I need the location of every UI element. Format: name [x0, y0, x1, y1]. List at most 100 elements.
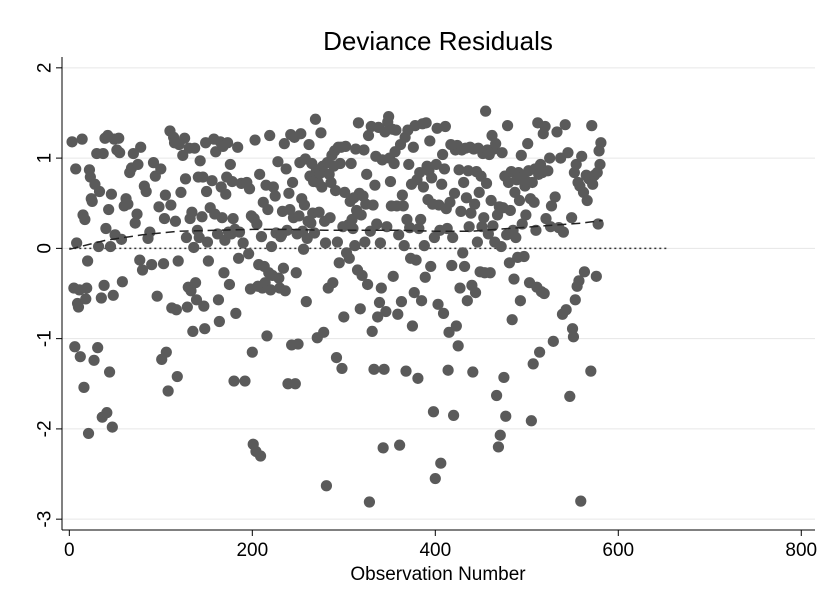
data-point-471: [544, 152, 556, 164]
data-point-364: [444, 196, 456, 208]
data-point-273: [361, 168, 373, 180]
data-point-456: [528, 196, 540, 208]
data-point-205: [297, 243, 310, 255]
data-point-483: [562, 147, 574, 159]
data-point-86: [175, 186, 187, 199]
data-point-284: [371, 218, 383, 230]
data-point-417: [492, 441, 505, 453]
data-point-45: [114, 147, 126, 159]
data-point-455: [527, 358, 539, 370]
data-point-58: [135, 141, 147, 153]
data-point-311: [395, 296, 408, 308]
data-point-385: [463, 221, 475, 233]
data-point-480: [557, 226, 569, 238]
data-point-486: [566, 323, 579, 335]
data-point-36: [103, 366, 116, 378]
data-point-421: [496, 147, 508, 159]
data-point-56: [132, 158, 144, 171]
data-point-506: [590, 270, 602, 282]
y-tick-label-5: 2: [35, 63, 56, 74]
data-point-44: [113, 132, 125, 144]
data-point-261: [350, 143, 362, 155]
data-point-174: [267, 181, 279, 193]
data-point-160: [254, 450, 267, 462]
data-point-37: [104, 240, 117, 253]
data-point-366: [446, 259, 458, 272]
data-point-348: [429, 472, 441, 485]
data-point-213: [305, 217, 317, 229]
data-point-411: [487, 220, 499, 232]
data-point-128: [220, 188, 232, 200]
data-point-104: [193, 231, 205, 244]
data-point-314: [398, 240, 410, 252]
data-point-324: [407, 141, 419, 153]
data-point-475: [549, 191, 561, 203]
data-point-142: [233, 226, 246, 238]
data-point-432: [506, 314, 518, 326]
data-point-329: [412, 372, 424, 384]
y-tick-label-0: -3: [35, 511, 56, 528]
data-point-187: [281, 224, 293, 236]
data-point-200: [293, 210, 305, 222]
data-point-65: [147, 157, 160, 169]
data-point-267: [355, 209, 367, 221]
data-point-172: [265, 240, 278, 253]
y-tick-label-1: -2: [35, 420, 56, 437]
data-point-277: [364, 225, 376, 237]
data-point-462: [534, 346, 546, 358]
data-point-440: [513, 194, 526, 207]
data-point-151: [246, 346, 258, 358]
data-point-258: [347, 222, 359, 235]
data-point-59: [136, 264, 149, 276]
data-point-363: [443, 326, 455, 338]
data-point-69: [155, 163, 167, 175]
data-point-229: [319, 237, 332, 249]
data-point-406: [482, 228, 494, 240]
data-point-193: [286, 176, 299, 189]
data-point-115: [206, 175, 218, 187]
data-point-376: [455, 205, 467, 217]
y-tick-label-3: 0: [35, 243, 56, 254]
x-tick-label-1: 200: [236, 540, 268, 561]
data-point-46: [115, 233, 128, 245]
data-point-359: [439, 120, 451, 133]
data-point-89: [179, 173, 192, 185]
x-tick-label-3: 600: [602, 540, 634, 561]
data-point-487: [567, 331, 580, 343]
data-point-184: [278, 138, 290, 150]
data-point-90: [180, 231, 193, 244]
data-point-139: [230, 307, 242, 319]
data-point-185: [279, 285, 291, 297]
data-point-472: [544, 221, 557, 233]
data-point-294: [380, 305, 392, 318]
data-point-237: [327, 277, 339, 289]
data-point-218: [309, 113, 322, 125]
data-point-383: [461, 295, 473, 307]
data-point-32: [100, 222, 112, 235]
data-point-177: [272, 156, 284, 168]
data-point-503: [586, 120, 598, 132]
data-point-312: [396, 189, 408, 201]
data-point-337: [419, 271, 431, 283]
data-point-120: [212, 294, 225, 306]
data-point-183: [277, 262, 290, 274]
data-point-285: [372, 311, 384, 323]
data-point-274: [361, 278, 374, 291]
data-point-21: [88, 354, 100, 366]
data-point-112: [201, 236, 214, 248]
data-point-64: [146, 259, 158, 271]
data-point-443: [516, 218, 528, 230]
data-point-275: [362, 129, 375, 142]
data-point-251: [340, 140, 352, 152]
data-point-336: [418, 240, 430, 252]
data-point-67: [151, 290, 163, 302]
data-point-297: [383, 110, 395, 123]
data-point-8: [74, 351, 86, 363]
data-point-245: [334, 157, 346, 170]
data-point-355: [436, 178, 448, 190]
data-point-130: [222, 137, 234, 149]
data-point-358: [438, 163, 451, 175]
data-point-145: [239, 375, 251, 387]
data-point-81: [169, 215, 182, 227]
